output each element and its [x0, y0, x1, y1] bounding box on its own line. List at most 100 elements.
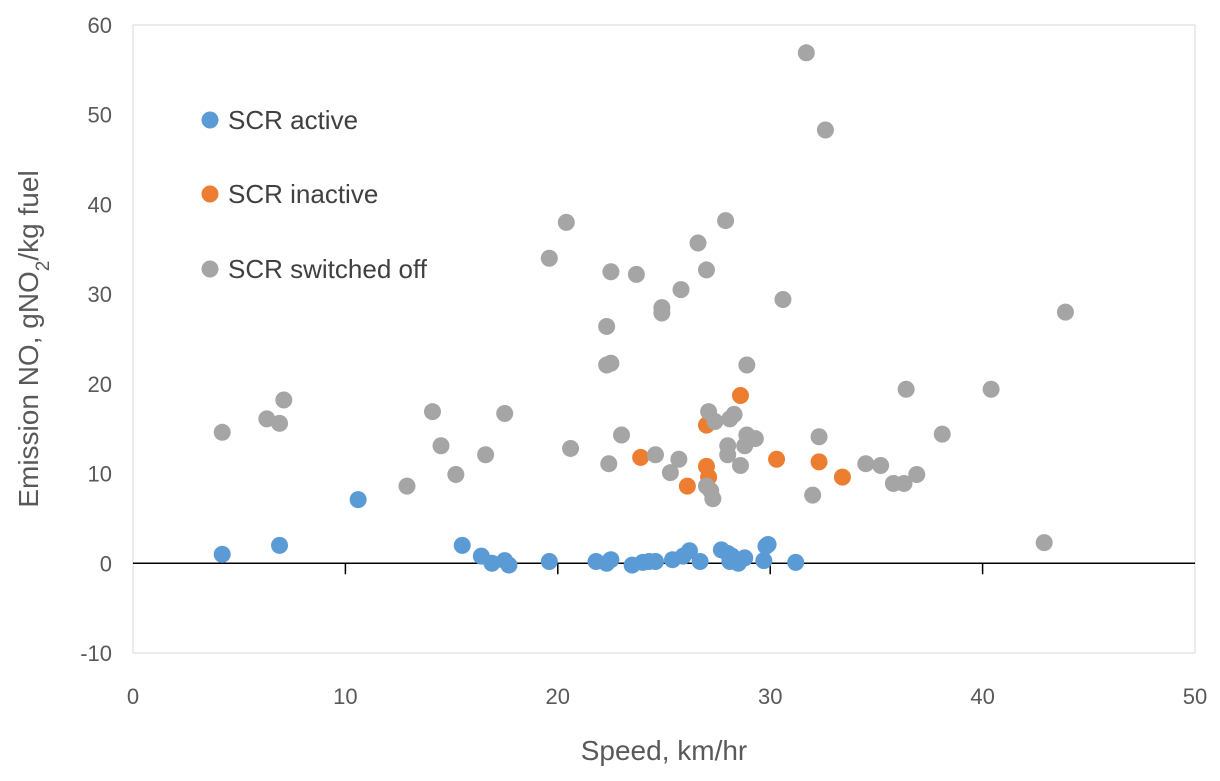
data-point: [731, 387, 749, 405]
data-point: [678, 477, 696, 495]
x-axis-title: Speed, km/hr: [581, 735, 748, 766]
data-point: [833, 468, 851, 486]
series-layer: [213, 44, 1074, 574]
legend-item-2: SCR inactive: [201, 179, 378, 209]
data-point: [423, 403, 441, 421]
data-point: [453, 536, 471, 554]
data-point: [447, 465, 465, 483]
data-point: [738, 356, 756, 374]
data-point: [627, 265, 645, 283]
legend-marker: [201, 260, 219, 278]
data-point: [540, 249, 558, 267]
y-tick-label: 30: [88, 282, 112, 307]
legend-marker: [201, 185, 219, 203]
y-tick-label: 0: [100, 551, 112, 576]
data-point: [895, 474, 913, 492]
data-point: [213, 545, 231, 563]
y-tick-label: 10: [88, 462, 112, 487]
data-point: [810, 453, 828, 471]
data-point: [613, 426, 631, 444]
data-point: [661, 464, 679, 482]
data-point: [746, 430, 764, 448]
data-point: [432, 437, 450, 455]
data-point: [816, 121, 834, 139]
data-point: [1056, 303, 1074, 321]
data-point: [717, 212, 735, 230]
data-point: [562, 439, 580, 457]
data-point: [398, 477, 416, 495]
x-tick-label: 10: [333, 684, 357, 709]
data-point: [602, 551, 620, 569]
data-point: [672, 281, 690, 299]
data-point: [632, 448, 650, 466]
data-point: [680, 542, 698, 560]
x-tick-label: 40: [970, 684, 994, 709]
y-tick-label: 40: [88, 192, 112, 217]
data-point: [857, 455, 875, 473]
data-point: [787, 553, 805, 571]
legend-label: SCR inactive: [228, 179, 378, 209]
data-point: [271, 536, 289, 554]
data-point: [647, 446, 665, 464]
data-point: [731, 456, 749, 474]
data-point: [602, 354, 620, 372]
data-point: [483, 554, 501, 572]
data-point: [1035, 534, 1053, 552]
y-axis-title-part-2: /kg fuel: [13, 170, 44, 260]
data-point: [774, 291, 792, 309]
legend-item-1: SCR active: [201, 105, 358, 135]
data-point: [804, 486, 822, 504]
data-point: [600, 455, 618, 473]
x-tick-label: 0: [127, 684, 139, 709]
data-point: [349, 491, 367, 509]
data-point: [477, 446, 495, 464]
data-point: [768, 450, 786, 468]
y-axis-title: Emission NO, gNO2/kg fuel: [13, 170, 54, 507]
data-point: [719, 446, 737, 464]
y-tick-label: 60: [88, 13, 112, 38]
y-tick-label: 50: [88, 103, 112, 128]
data-point: [691, 552, 709, 570]
data-point: [271, 414, 289, 432]
data-point: [653, 304, 671, 322]
series-3: [213, 44, 1074, 552]
data-point: [736, 549, 754, 567]
data-point: [496, 404, 514, 422]
data-point: [540, 552, 558, 570]
data-point: [557, 213, 575, 231]
data-point: [689, 234, 707, 252]
data-point: [697, 261, 715, 279]
legend-item-3: SCR switched off: [201, 254, 428, 284]
data-point: [982, 380, 1000, 398]
data-point: [797, 44, 815, 62]
data-point: [598, 317, 616, 335]
y-axis-title-subscript: 2: [33, 261, 54, 272]
data-point: [810, 428, 828, 446]
data-point: [897, 380, 915, 398]
x-tick-label: 30: [758, 684, 782, 709]
data-point: [670, 450, 688, 468]
data-point: [933, 425, 951, 443]
y-tick-label: -10: [80, 641, 112, 666]
legend-marker: [201, 111, 219, 129]
data-point: [908, 465, 926, 483]
data-point: [275, 391, 293, 409]
legend-label: SCR switched off: [228, 254, 428, 284]
tick-layer: -10 0 10 20 30 40 50 60 0 10 20 30 40 50: [80, 13, 1207, 709]
legend-label: SCR active: [228, 105, 358, 135]
y-tick-label: 20: [88, 372, 112, 397]
x-tick-label: 50: [1183, 684, 1207, 709]
data-point: [500, 556, 518, 574]
data-point: [704, 490, 722, 508]
data-point: [755, 552, 773, 570]
legend: SCR active SCR inactive SCR switched off: [201, 105, 428, 284]
x-tick-label: 20: [546, 684, 570, 709]
series-1: [213, 491, 805, 574]
data-point: [759, 535, 777, 553]
data-point: [602, 263, 620, 281]
data-point: [872, 456, 890, 474]
plot-area: [132, 24, 1196, 654]
data-point: [647, 552, 665, 570]
